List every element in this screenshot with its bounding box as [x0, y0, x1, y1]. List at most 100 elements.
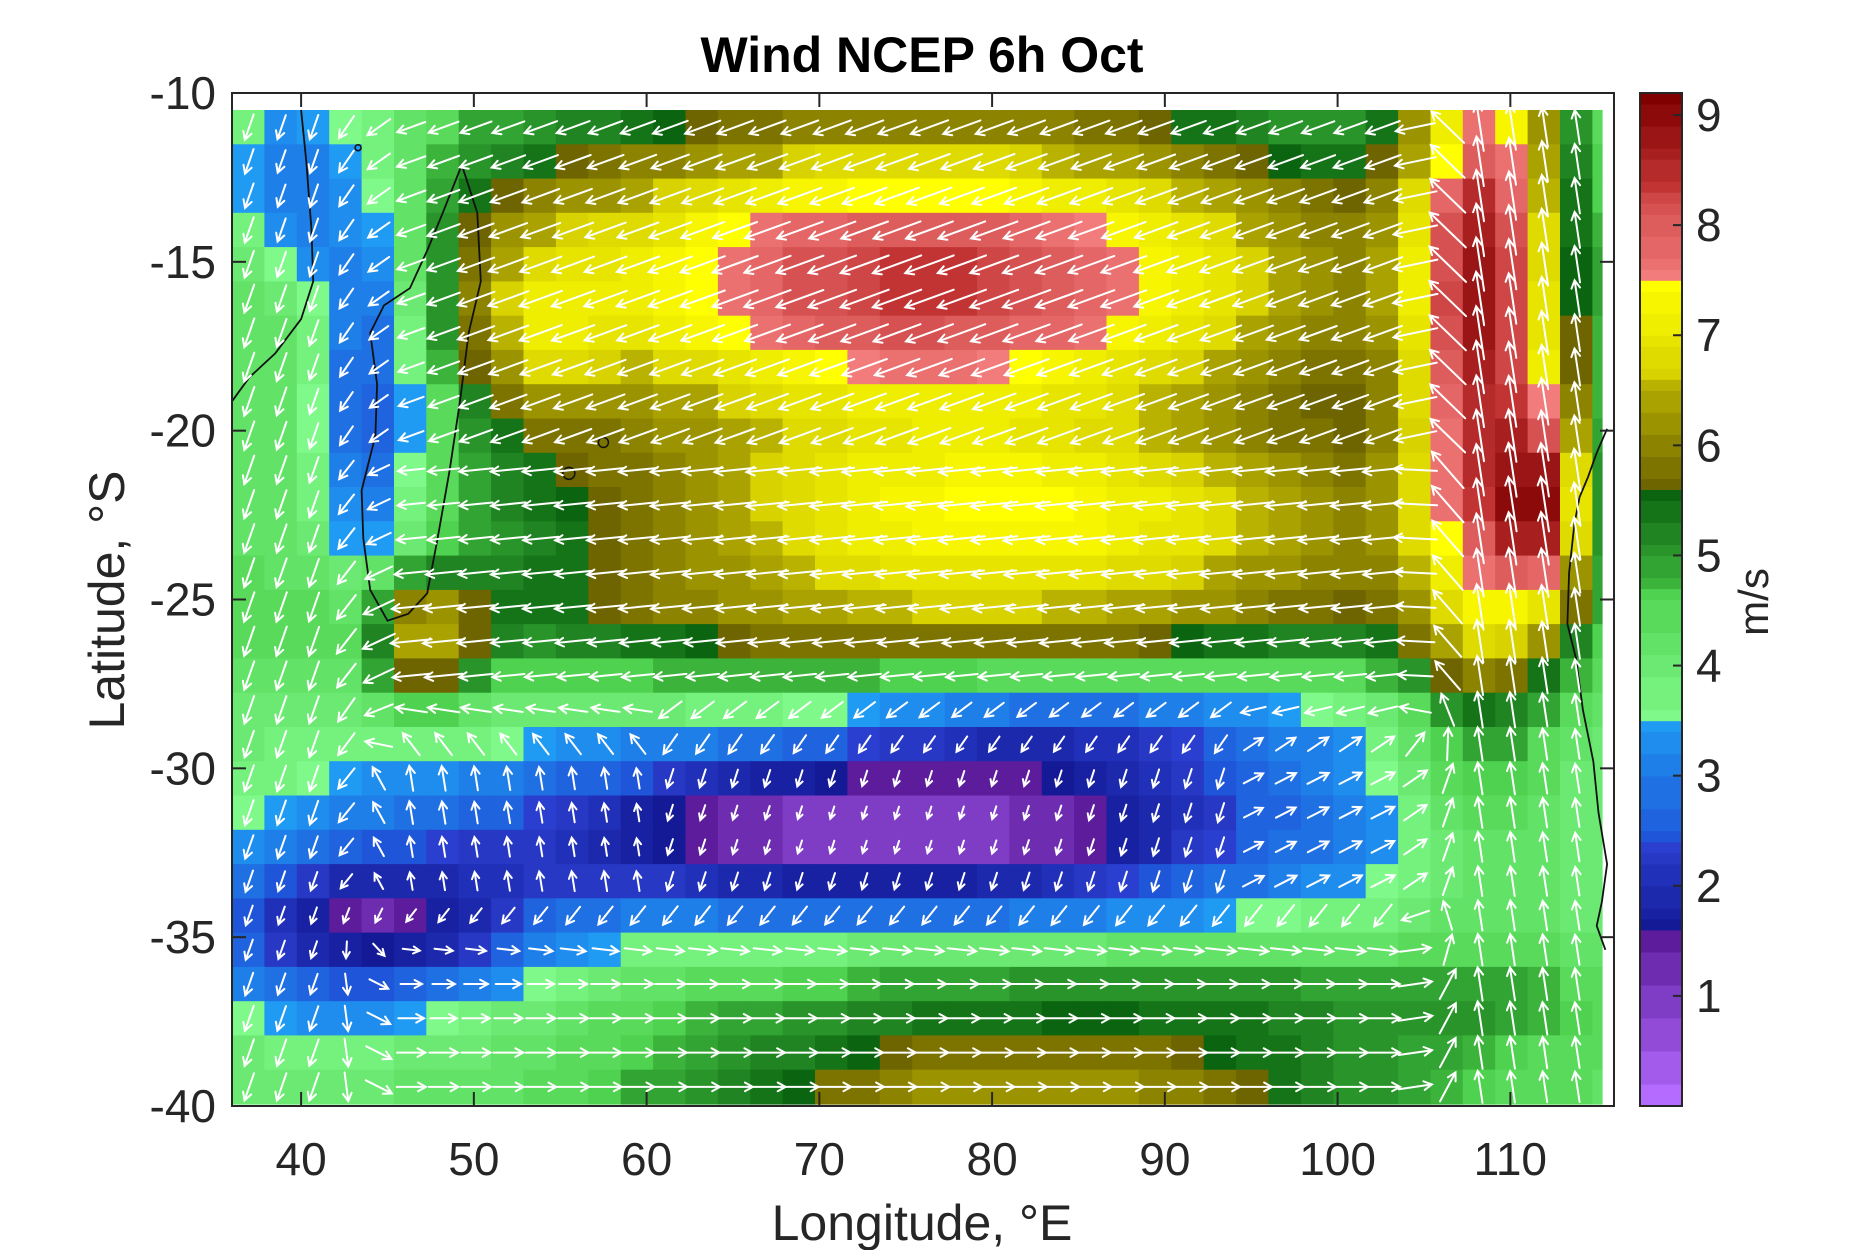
wind-arrow [1306, 771, 1331, 785]
wind-arrow [274, 695, 288, 726]
wind-arrow [622, 978, 655, 990]
wind-arrow [1164, 534, 1212, 546]
wind-arrow [1297, 602, 1338, 614]
wind-arrow [715, 119, 754, 136]
wind-arrow [1428, 382, 1467, 420]
wind-arrow [423, 568, 463, 579]
wind-arrow [583, 358, 627, 377]
y-tick-label: -30 [150, 742, 216, 794]
wind-arrow [274, 1072, 288, 1103]
wind-arrow [307, 456, 320, 485]
wind-arrow [1538, 691, 1549, 728]
wind-arrow [1538, 726, 1549, 761]
wind-arrow [584, 500, 626, 511]
wind-arrow [1364, 1081, 1403, 1093]
wind-arrow [820, 700, 844, 719]
wind-arrow [425, 291, 461, 307]
wind-arrow [616, 465, 659, 477]
heat-cell [1592, 384, 1603, 420]
wind-arrow [885, 701, 909, 719]
wind-arrow [1296, 465, 1339, 477]
wind-arrow [367, 325, 390, 341]
wind-arrow [713, 427, 756, 446]
wind-arrow [337, 802, 356, 824]
wind-arrow [371, 765, 386, 791]
wind-arrow [1330, 325, 1370, 342]
wind-arrow [493, 1013, 525, 1024]
wind-arrow [1472, 235, 1486, 292]
wind-arrow [1473, 689, 1484, 729]
wind-arrow [1231, 324, 1274, 343]
wind-arrow [937, 357, 986, 378]
wind-arrow [1472, 338, 1485, 395]
wind-arrow [535, 765, 546, 791]
wind-arrow [552, 568, 593, 579]
wind-arrow [427, 429, 460, 444]
wind-arrow [646, 289, 693, 309]
wind-arrow [814, 671, 850, 682]
colorbar-segment [1640, 192, 1682, 204]
wind-arrow [425, 534, 461, 545]
wind-arrow [679, 323, 726, 343]
colorbar-segment [1640, 731, 1682, 744]
wind-arrow [1231, 221, 1274, 240]
wind-arrow [341, 1004, 353, 1033]
wind-arrow [1041, 671, 1076, 682]
wind-arrow [616, 358, 659, 377]
wind-arrow [1332, 120, 1368, 136]
wind-arrow [1101, 393, 1145, 412]
wind-arrow [584, 534, 626, 545]
wind-arrow [678, 289, 726, 309]
wind-arrow [1100, 323, 1147, 344]
wind-arrow [1003, 603, 1049, 614]
colorbar-segment [1640, 1017, 1682, 1030]
wind-arrow [969, 323, 1019, 344]
wind-arrow [422, 671, 464, 682]
wind-arrow [906, 427, 952, 446]
wind-arrow [308, 871, 319, 893]
wind-arrow [1298, 188, 1337, 205]
wind-arrow [1165, 255, 1211, 275]
wind-arrow [1472, 618, 1485, 664]
wind-arrow [893, 805, 901, 821]
wind-arrow [1442, 831, 1455, 862]
wind-arrow [860, 805, 869, 821]
wind-arrow [470, 799, 481, 825]
wind-arrow [553, 636, 592, 648]
wind-arrow [1537, 105, 1549, 148]
wind-arrow [1165, 324, 1211, 343]
wind-arrow [1428, 417, 1467, 454]
wind-arrow [618, 119, 656, 136]
wind-arrow [893, 839, 901, 856]
wind-arrow [1372, 903, 1393, 929]
wind-arrow [1570, 515, 1582, 561]
wind-arrow [1393, 122, 1436, 135]
wind-arrow [395, 189, 427, 204]
wind-arrow [1015, 701, 1037, 719]
heat-cell [1592, 932, 1603, 968]
wind-arrow [1438, 967, 1457, 1000]
colorbar-segment [1640, 225, 1682, 237]
wind-arrow [1230, 465, 1275, 477]
wind-arrow [309, 906, 318, 926]
wind-arrow [1050, 905, 1068, 927]
colorbar-segment [1640, 236, 1682, 248]
wind-arrow [433, 945, 455, 955]
heat-cell [1592, 247, 1603, 282]
wind-arrow [1198, 221, 1243, 240]
wind-arrow [778, 637, 820, 648]
wind-arrow [1506, 830, 1517, 863]
wind-arrow [241, 660, 256, 692]
wind-arrow [939, 153, 984, 172]
wind-arrow [1473, 1034, 1485, 1070]
wind-arrow [1200, 637, 1241, 648]
wind-arrow [1472, 546, 1485, 598]
wind-arrow [680, 568, 724, 580]
wind-arrow [338, 218, 355, 242]
wind-arrow [1472, 582, 1485, 631]
wind-arrow [1167, 427, 1209, 446]
wind-arrow [1209, 701, 1232, 719]
wind-arrow [1199, 602, 1242, 614]
wind-arrow [274, 625, 288, 658]
wind-arrow [871, 220, 922, 241]
